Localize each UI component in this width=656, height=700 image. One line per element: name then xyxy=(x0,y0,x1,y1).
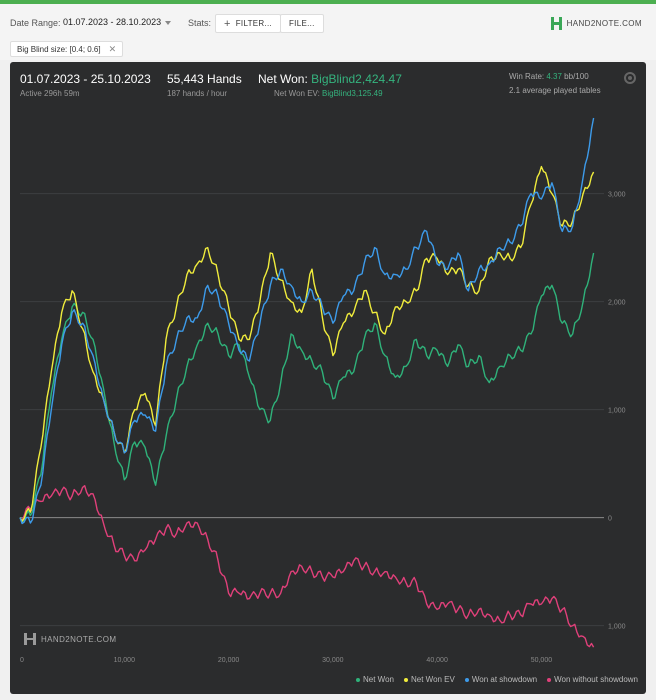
chevron-down-icon xyxy=(165,20,172,25)
hand2note-logo-icon xyxy=(550,17,563,30)
net-won-ev-label: Net Won EV: xyxy=(274,89,320,98)
y-tick-label: 3,000 xyxy=(608,192,626,199)
plus-icon: + xyxy=(224,17,231,30)
equity-chart: 1,000 0 1,000 2,000 3,000 0 10,000 20,000 30,000… xyxy=(19,117,626,664)
series-line-won-without-showdown xyxy=(19,485,595,648)
date-range-value: 01.07.2023 - 28.10.2023 xyxy=(63,17,162,27)
x-tick-label: 10,000 xyxy=(114,657,136,664)
x-tick-label: 0 xyxy=(20,657,24,664)
x-tick-label: 50,000 xyxy=(531,657,553,664)
legend-swatch xyxy=(403,677,408,682)
legend-item[interactable]: Won at showdown xyxy=(464,675,538,684)
hands-per-hour: 187 hands / hour xyxy=(167,89,228,98)
x-tick-label: 40,000 xyxy=(426,657,448,664)
hand2note-logo-icon xyxy=(24,633,36,645)
net-won: Net Won: BigBlind2,424.47 xyxy=(258,72,402,86)
win-rate: Win Rate: 4.37 bb/100 xyxy=(509,72,589,81)
legend-item[interactable]: Won without showdown xyxy=(547,675,638,684)
legend-label: Won without showdown xyxy=(554,675,638,684)
filter-button[interactable]: + FILTER... xyxy=(215,14,282,33)
file-button[interactable]: FILE... xyxy=(280,14,324,33)
legend-item[interactable]: Net Won EV xyxy=(403,675,455,684)
net-won-label: Net Won: xyxy=(258,72,308,86)
date-range-label: Date Range: xyxy=(10,18,61,28)
legend-item[interactable]: Net Won xyxy=(356,675,394,684)
toolbar: Date Range: 01.07.2023 - 28.10.2023 Stat… xyxy=(0,4,656,60)
average-tables: 2.1 average played tables xyxy=(509,86,601,95)
graph-panel: 01.07.2023 - 25.10.2023 Active 296h 59m … xyxy=(10,62,646,694)
date-range-select[interactable]: 01.07.2023 - 28.10.2023 xyxy=(63,17,172,27)
y-tick-label: 0 xyxy=(608,516,612,523)
close-icon[interactable]: ✕ xyxy=(108,43,117,54)
filter-button-label: FILTER... xyxy=(235,19,273,28)
brand-logo: HAND2NOTE.COM xyxy=(550,17,642,30)
net-won-ev-value: BigBlind3,125.49 xyxy=(322,89,383,98)
filter-chip-label: Big Blind size: [0.4; 0.6] xyxy=(17,44,101,54)
legend-label: Net Won EV xyxy=(410,675,455,684)
accent-bar xyxy=(0,0,656,4)
watermark: HAND2NOTE.COM xyxy=(24,633,116,645)
legend-swatch xyxy=(356,677,360,682)
net-won-ev: Net Won EV: BigBlind3,125.49 xyxy=(274,89,383,98)
active-time: Active 296h 59m xyxy=(20,89,80,98)
y-tick-label: 2,000 xyxy=(608,300,626,307)
series-line-net-won xyxy=(19,252,595,523)
stats-label: Stats: xyxy=(188,18,212,28)
file-button-label: FILE... xyxy=(289,19,315,28)
y-tick-label: 1,000 xyxy=(608,624,626,631)
y-tick-label: 1,000 xyxy=(608,408,626,415)
gear-icon[interactable] xyxy=(624,72,636,84)
win-rate-value: 4.37 xyxy=(546,72,562,81)
chart-legend: Net Won Net Won EV Won at showdown Won with… xyxy=(10,675,638,684)
x-tick-label: 20,000 xyxy=(218,657,240,664)
legend-label: Net Won xyxy=(363,675,394,684)
filter-chip[interactable]: Big Blind size: [0.4; 0.6] ✕ xyxy=(10,41,124,57)
legend-label: Won at showdown xyxy=(471,675,538,684)
net-won-value: BigBlind2,424.47 xyxy=(311,72,402,86)
legend-swatch xyxy=(464,677,469,682)
x-tick-label: 30,000 xyxy=(322,657,344,664)
series-line-net-won-ev xyxy=(19,165,595,522)
legend-swatch xyxy=(547,677,552,682)
watermark-text: HAND2NOTE.COM xyxy=(41,634,117,644)
series-line-won-at-showdown xyxy=(19,117,595,525)
hands-count: 55,443 Hands xyxy=(167,72,242,86)
period-text: 01.07.2023 - 25.10.2023 xyxy=(20,72,151,86)
win-rate-label: Win Rate: xyxy=(509,72,545,81)
brand-logo-text: HAND2NOTE.COM xyxy=(566,19,642,28)
win-rate-unit: bb/100 xyxy=(564,72,589,81)
